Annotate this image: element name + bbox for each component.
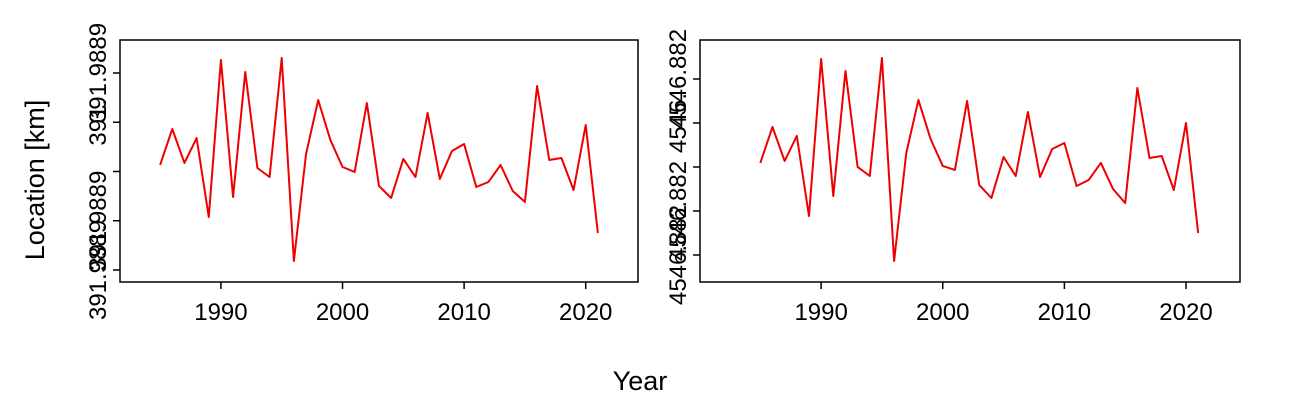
y-tick-label: 391.9889 <box>85 220 112 320</box>
x-tick-label: 2010 <box>437 299 490 326</box>
x-tick-label: 1990 <box>794 299 847 326</box>
y-tick-label: 4546.882 <box>665 29 692 129</box>
x-tick-label: 2000 <box>916 299 969 326</box>
y-tick-label: 391.9889 <box>85 171 112 271</box>
x-tick-label: 2020 <box>1159 299 1212 326</box>
y-tick-label: 4546.882 <box>665 205 692 305</box>
line <box>159 56 599 262</box>
y-axis-label: Location [km] <box>20 100 50 261</box>
line <box>759 56 1200 262</box>
y-tick-label: 4546. <box>665 93 692 153</box>
y-tick-label: 4546.882 <box>665 161 692 261</box>
x-tick-label: 2020 <box>559 299 612 326</box>
plot-frame <box>699 39 1241 283</box>
x-tick-label: 1990 <box>194 299 247 326</box>
plot-frame <box>119 39 639 283</box>
y-tick-label: 391. <box>85 99 112 146</box>
y-tick-label: 391.9889 <box>85 23 112 123</box>
x-axis-label: Year <box>613 366 668 396</box>
x-tick-label: 2010 <box>1038 299 1091 326</box>
x-tick-label: 2000 <box>316 299 369 326</box>
